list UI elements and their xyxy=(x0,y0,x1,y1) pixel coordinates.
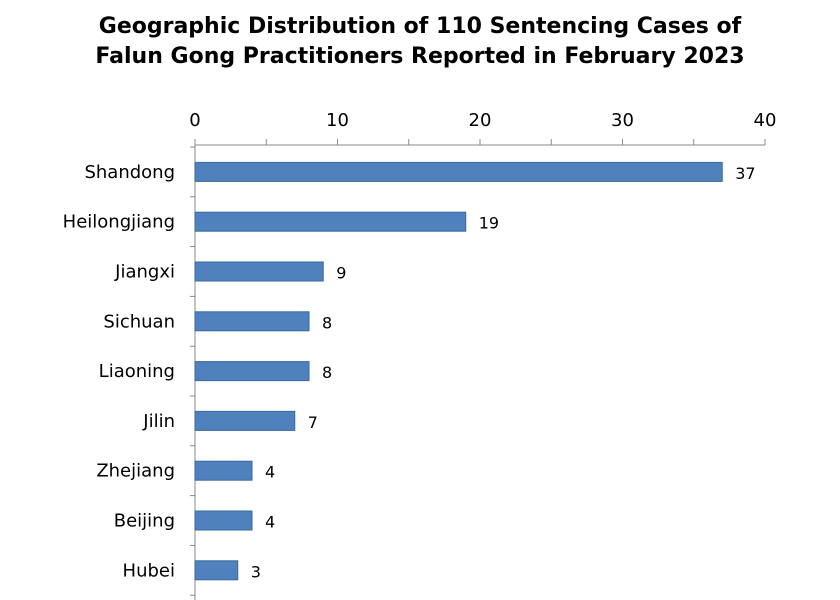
data-label: 8 xyxy=(322,313,332,332)
x-tick-label: 0 xyxy=(189,110,200,131)
bar xyxy=(194,161,723,182)
x-tick-label: 10 xyxy=(326,110,349,131)
data-label: 4 xyxy=(265,513,275,532)
data-label: 37 xyxy=(735,164,755,183)
data-label: 19 xyxy=(479,214,499,233)
category-label: Liaoning xyxy=(99,361,175,382)
data-label: 3 xyxy=(251,562,261,581)
category-label: Shandong xyxy=(84,162,175,183)
data-label: 9 xyxy=(336,264,346,283)
bar xyxy=(194,560,239,581)
category-label: Beijing xyxy=(114,511,175,532)
category-label: Jiangxi xyxy=(114,262,175,283)
bar xyxy=(194,361,310,382)
category-label: Zhejiang xyxy=(96,461,175,482)
bar xyxy=(194,510,253,531)
data-label: 4 xyxy=(265,463,275,482)
x-tick-label: 30 xyxy=(611,110,634,131)
bar xyxy=(194,211,467,232)
bar xyxy=(194,410,296,431)
category-label: Jilin xyxy=(142,411,175,432)
category-label: Sichuan xyxy=(103,311,175,332)
chart-title-line-1: Geographic Distribution of 110 Sentencin… xyxy=(98,14,742,39)
category-label: Hubei xyxy=(123,560,175,581)
bar xyxy=(194,460,253,481)
bar xyxy=(194,311,310,332)
x-tick-label: 40 xyxy=(754,110,777,131)
data-label: 8 xyxy=(322,363,332,382)
data-label: 7 xyxy=(308,413,318,432)
category-label: Heilongjiang xyxy=(63,212,175,233)
bar xyxy=(194,261,324,282)
x-tick-label: 20 xyxy=(469,110,492,131)
chart-title-line-2: Falun Gong Practitioners Reported in Feb… xyxy=(95,44,745,69)
